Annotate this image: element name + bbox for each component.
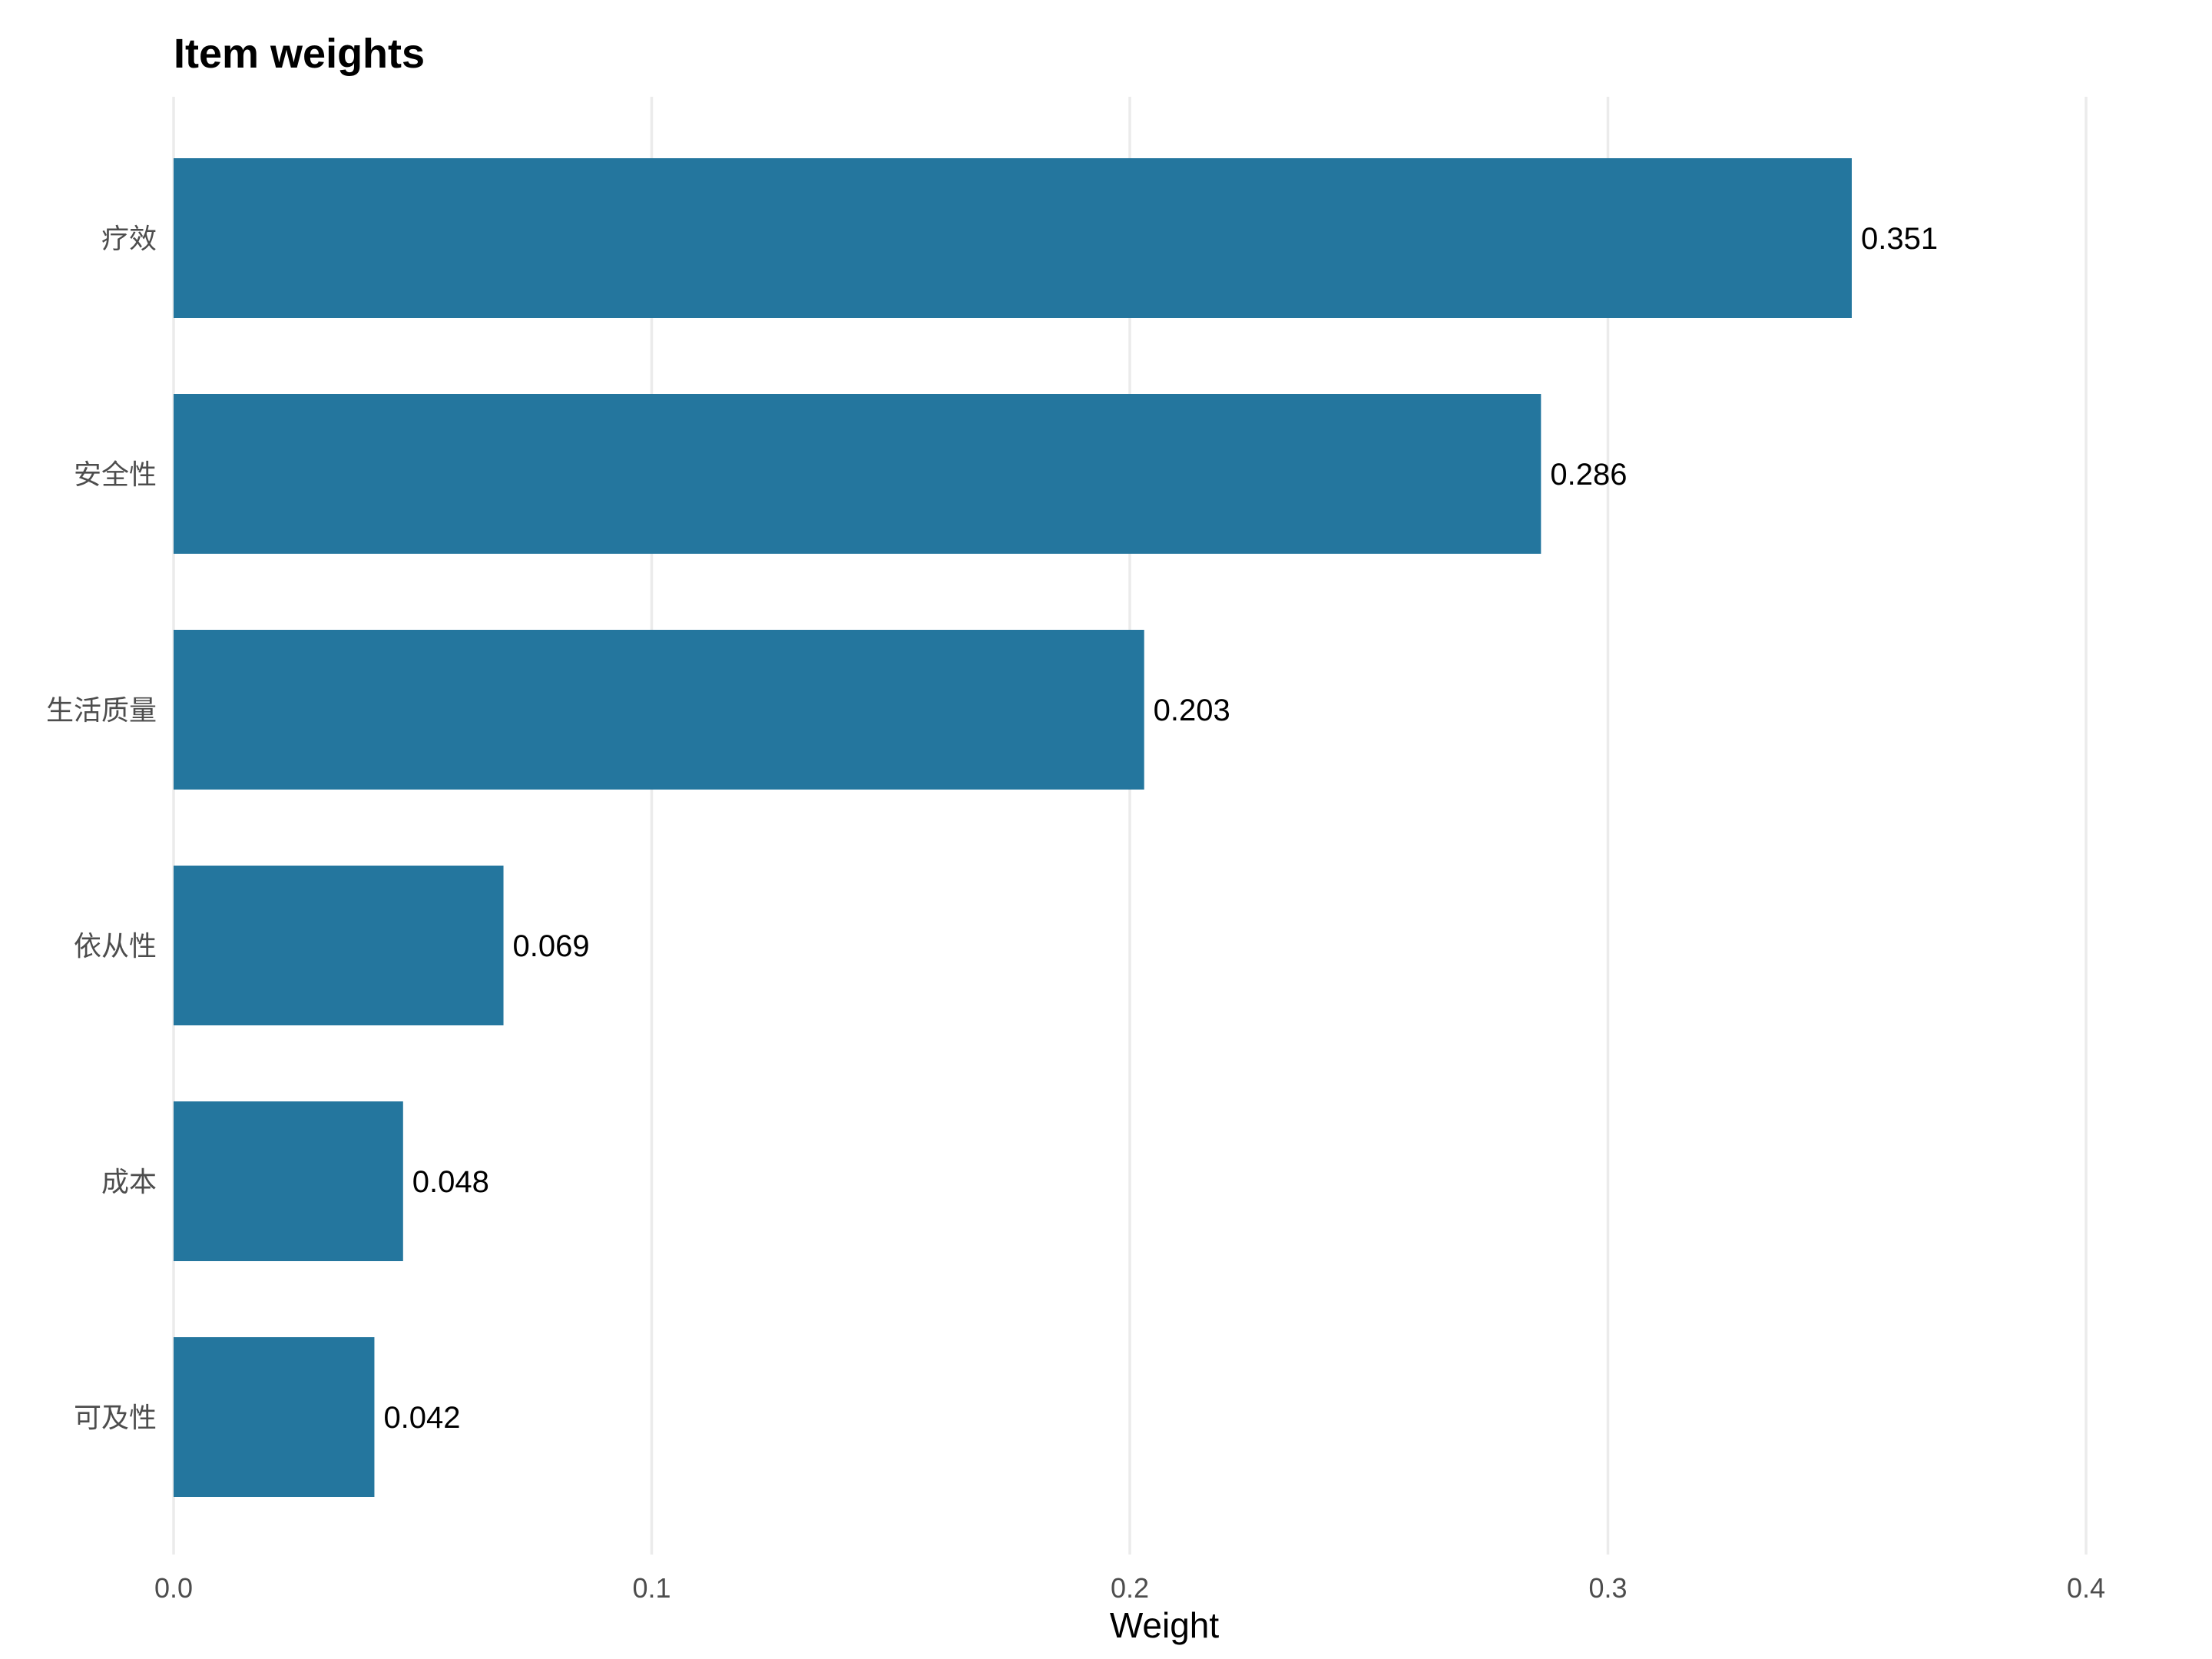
category-label: 疗效 <box>101 224 157 255</box>
value-label: 0.042 <box>383 1401 460 1435</box>
x-tick-label: 0.2 <box>1111 1572 1149 1604</box>
category-label: 依从性 <box>74 931 157 962</box>
bar <box>174 394 1541 554</box>
x-axis-title: Weight <box>1110 1605 1220 1645</box>
value-labels: 0.351 0.286 0.203 0.069 0.048 0.042 <box>383 222 1938 1435</box>
category-label: 成本 <box>101 1167 157 1198</box>
x-tick-labels: 0.0 0.1 0.2 0.3 0.4 <box>154 1572 2105 1604</box>
gridlines <box>172 97 2088 1555</box>
value-label: 0.048 <box>412 1165 489 1199</box>
x-tick-label: 0.0 <box>154 1572 193 1604</box>
x-tick-label: 0.1 <box>632 1572 671 1604</box>
bar <box>174 1101 403 1261</box>
value-label: 0.286 <box>1550 458 1627 492</box>
bar <box>174 866 504 1025</box>
category-label: 可及性 <box>74 1402 157 1434</box>
bar <box>174 1337 375 1497</box>
value-label: 0.203 <box>1154 694 1230 727</box>
x-tick-label: 0.3 <box>1588 1572 1627 1604</box>
category-label: 生活质量 <box>46 695 157 727</box>
bars <box>174 158 1852 1497</box>
bar <box>174 158 1852 318</box>
chart-title: Item weights <box>174 31 425 77</box>
category-label: 安全性 <box>74 459 157 491</box>
bar <box>174 630 1144 790</box>
value-label: 0.069 <box>513 929 590 963</box>
value-label: 0.351 <box>1861 222 1938 256</box>
x-tick-label: 0.4 <box>2067 1572 2105 1604</box>
